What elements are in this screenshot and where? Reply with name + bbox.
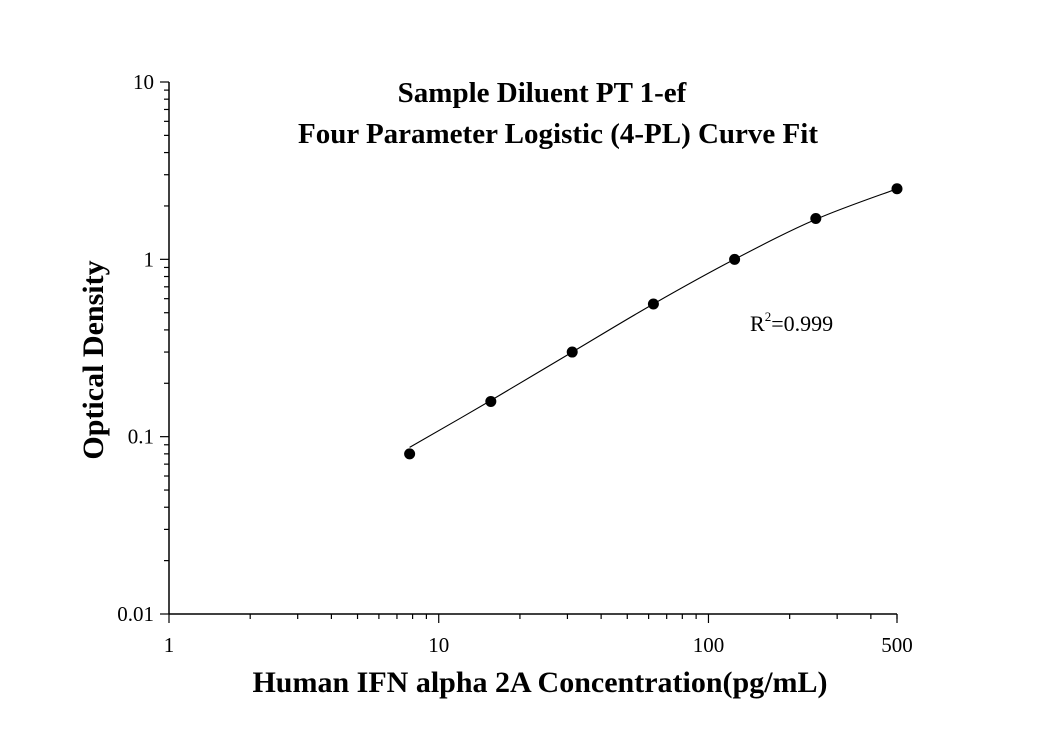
chart-title-line1: Sample Diluent PT 1-ef bbox=[398, 77, 687, 109]
data-point bbox=[647, 298, 659, 310]
x-tick-label: 10 bbox=[428, 633, 449, 657]
data-point bbox=[729, 253, 741, 265]
x-tick-label: 100 bbox=[693, 633, 725, 657]
x-axis-ticks: 1 10 100 500 bbox=[164, 614, 913, 657]
data-point bbox=[485, 395, 497, 407]
r-squared-superscript: 2 bbox=[765, 309, 772, 324]
y-tick-label: 0.01 bbox=[117, 602, 154, 626]
y-axis-label: Optical Density bbox=[77, 260, 110, 459]
y-tick-label: 1 bbox=[144, 247, 155, 271]
y-tick-label: 10 bbox=[133, 70, 154, 94]
r-squared-base: R bbox=[750, 311, 765, 336]
x-tick-label: 500 bbox=[881, 633, 913, 657]
r-squared-annotation: R2=0.999 bbox=[750, 309, 833, 336]
x-axis-label: Human IFN alpha 2A Concentration(pg/mL) bbox=[252, 666, 827, 699]
axes bbox=[168, 82, 897, 615]
data-points bbox=[404, 183, 903, 460]
data-point bbox=[810, 212, 822, 224]
y-axis-ticks: 0.01 0.1 1 10 bbox=[117, 70, 169, 626]
chart-title-line2: Four Parameter Logistic (4-PL) Curve Fit bbox=[298, 118, 818, 150]
data-point bbox=[404, 448, 416, 460]
data-point bbox=[566, 346, 578, 358]
data-point bbox=[891, 183, 903, 195]
y-tick-label: 0.1 bbox=[128, 425, 154, 449]
x-tick-label: 1 bbox=[164, 633, 175, 657]
r-squared-value: =0.999 bbox=[771, 311, 833, 336]
